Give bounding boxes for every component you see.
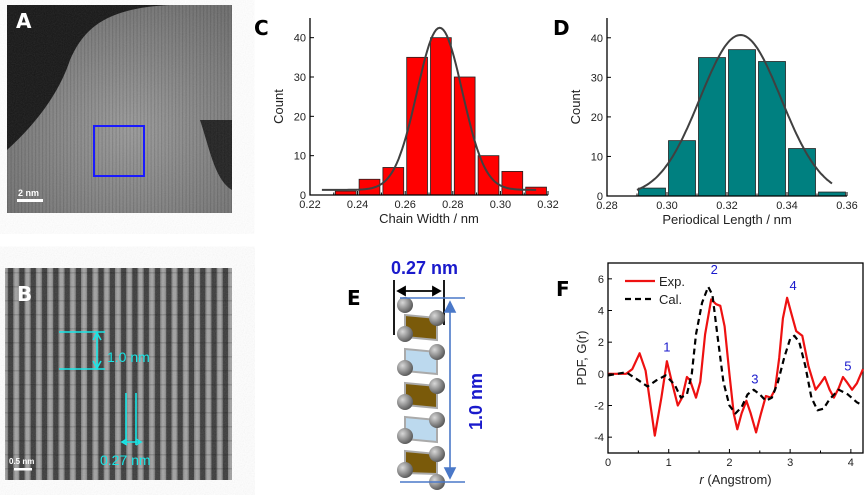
histogram-bar <box>430 37 452 196</box>
atom <box>429 446 445 462</box>
y-tick-label: 20 <box>294 111 306 123</box>
legend-label: Exp. <box>659 274 685 289</box>
panel-b-hrtem-image: B 1.0 nm 0.27 nm 0.5 nm <box>5 268 232 480</box>
y-tick-label: 30 <box>591 72 603 84</box>
pdf-line-chart: Exp. Cal. 1 2 3 4 5 0 1 2 3 4 -4 -2 0 2 4 6 r (Angstrom) PD… <box>574 262 865 487</box>
panel-e-chain-model: E 0.27 nm 1.0 nm <box>347 258 486 490</box>
panel-label-f: F <box>556 277 570 301</box>
region-of-interest-box <box>93 125 145 177</box>
gaussian-fit-curve <box>321 26 537 191</box>
histogram-bar <box>525 186 547 196</box>
histogram-periodical-length: 0.28 0.30 0.32 0.34 0.36 0 10 20 30 40 Periodical … <box>568 18 858 227</box>
histogram-bar <box>788 148 816 197</box>
x-axis-label: r (Angstrom) <box>699 472 771 487</box>
legend-label: Cal. <box>659 292 682 307</box>
histogram-bar <box>453 76 476 196</box>
y-tick-label: 0 <box>598 369 604 381</box>
atom <box>429 412 445 428</box>
peak-label: 5 <box>844 359 851 374</box>
atom <box>429 310 445 326</box>
y-tick-label: -2 <box>594 401 604 413</box>
panel-label-e: E <box>347 286 361 310</box>
x-tick-label: 0.22 <box>299 199 320 211</box>
x-tick-label: 0.32 <box>716 200 737 212</box>
y-tick-label: 20 <box>591 112 603 124</box>
x-axis-label-variable: r <box>699 472 704 487</box>
y-tick-label: -4 <box>594 432 604 444</box>
y-tick-label: 10 <box>591 151 603 163</box>
scale-bar <box>17 199 43 202</box>
period-label: 1.0 nm <box>107 349 150 365</box>
histogram-bar <box>698 57 726 197</box>
x-tick-label: 0.36 <box>836 200 857 212</box>
atom <box>397 360 413 376</box>
histogram-bar <box>758 61 786 197</box>
atom <box>397 297 413 313</box>
panel-label-d: D <box>553 16 570 40</box>
y-tick-label: 40 <box>294 33 306 45</box>
atom <box>397 462 413 478</box>
histogram-bar <box>668 140 696 197</box>
gaussian-fit-curve <box>636 33 833 191</box>
atom <box>429 344 445 360</box>
peak-label: 1 <box>663 340 670 355</box>
panel-a-stem-image: A 2 nm <box>7 5 232 213</box>
y-axis-label: Count <box>271 89 286 124</box>
y-tick-label: 2 <box>598 337 604 349</box>
x-tick-label: 2 <box>726 457 732 469</box>
y-tick-label: 6 <box>598 274 604 286</box>
histogram-bar <box>728 49 756 197</box>
x-tick-label: 0.30 <box>656 200 677 212</box>
atom <box>397 428 413 444</box>
x-tick-label: 0 <box>605 457 611 469</box>
atom <box>397 326 413 342</box>
y-tick-label: 30 <box>294 72 306 84</box>
histogram-chain-width: 0.22 0.24 0.26 0.28 0.30 0.32 0 10 20 30 40 Chain W… <box>271 18 559 226</box>
x-axis-label: Chain Width / nm <box>379 211 479 226</box>
peak-label: 3 <box>751 371 758 386</box>
atom <box>397 394 413 410</box>
y-tick-label: 40 <box>591 33 603 45</box>
scale-bar <box>14 468 32 471</box>
x-tick-label: 1 <box>666 457 672 469</box>
x-tick-label: 0.28 <box>596 200 617 212</box>
plot-frame <box>607 262 864 454</box>
y-tick-label: 0 <box>300 190 306 202</box>
histogram-bar <box>638 187 666 197</box>
measurement-annotations <box>59 331 143 446</box>
atom <box>429 378 445 394</box>
x-tick-label: 0.28 <box>442 199 463 211</box>
x-tick-label: 0.32 <box>537 199 558 211</box>
peak-label: 4 <box>790 278 797 293</box>
histogram-bar <box>501 170 524 196</box>
x-tick-label: 3 <box>787 457 793 469</box>
x-tick-label: 0.24 <box>347 199 368 211</box>
panel-label-c: C <box>254 16 269 40</box>
panel-label-a: A <box>16 9 32 33</box>
chain-width-label: 0.27 nm <box>391 258 458 278</box>
y-tick-label: 4 <box>598 306 604 318</box>
x-tick-label: 0.30 <box>490 199 511 211</box>
x-axis-label: Periodical Length / nm <box>662 212 791 227</box>
scale-bar-label: 0.5 nm <box>9 457 34 466</box>
y-axis-label: PDF, G(r) <box>574 331 589 386</box>
x-tick-label: 0.26 <box>394 199 415 211</box>
y-tick-label: 10 <box>294 151 306 163</box>
y-axis-label: Count <box>568 89 583 124</box>
chain-length-label: 1.0 nm <box>466 373 486 430</box>
width-label: 0.27 nm <box>100 452 151 468</box>
panel-label-b: B <box>17 282 32 306</box>
scale-bar-label: 2 nm <box>18 188 39 198</box>
x-tick-label: 0.34 <box>776 200 797 212</box>
x-axis-label-unit: (Angstrom) <box>704 472 772 487</box>
series-line-cal <box>607 285 864 415</box>
y-tick-label: 0 <box>597 191 603 203</box>
series-line-exp <box>608 296 865 437</box>
x-tick-label: 4 <box>848 457 854 469</box>
peak-label: 2 <box>711 262 718 277</box>
